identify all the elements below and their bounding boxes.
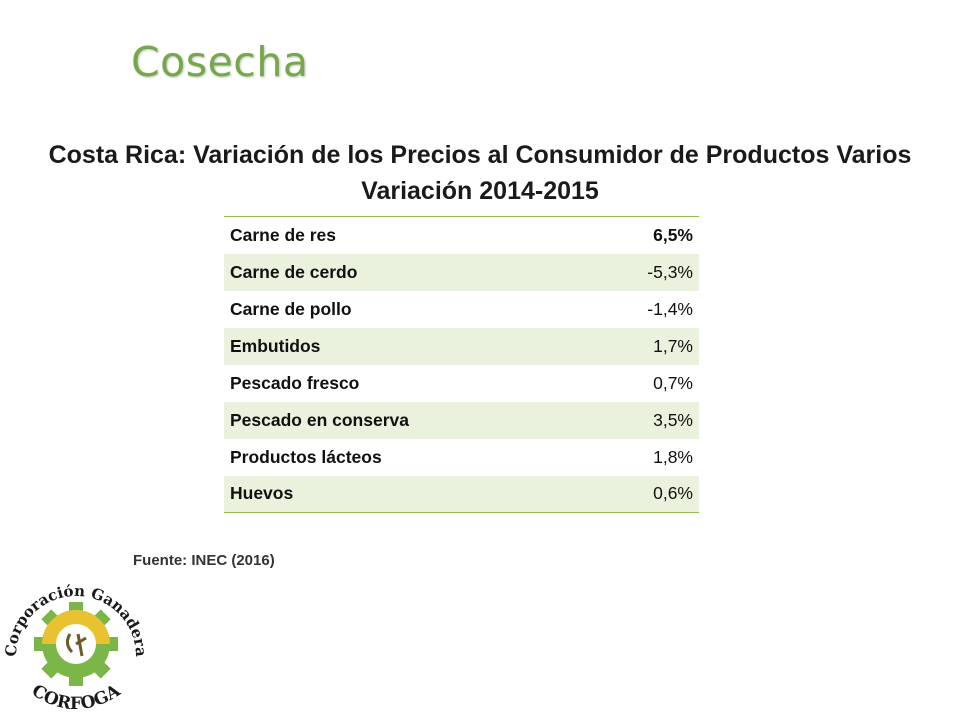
product-name: Productos lácteos xyxy=(230,446,382,467)
variation-value: 3,5% xyxy=(588,401,699,439)
variation-value: -1,4% xyxy=(647,298,693,319)
variation-value: 6,5% xyxy=(653,224,693,245)
source-note: Fuente: INEC (2016) xyxy=(133,552,275,569)
corfoga-gear-logo-icon: Corporación Ganadera CORFOGA xyxy=(2,582,150,714)
variation-value: 1,8% xyxy=(653,446,693,467)
product-name: Carne de res xyxy=(230,224,337,245)
product-name: Pescado fresco xyxy=(230,372,360,393)
table-title-line-1: Costa Rica: Variación de los Precios al … xyxy=(48,141,912,169)
table-row: Pescado en conserva 3,5% xyxy=(224,401,699,439)
variation-value: 1,7% xyxy=(588,327,699,365)
corfoga-logo: Corporación Ganadera CORFOGA xyxy=(2,578,152,725)
table-row: Carne de res 6,5% xyxy=(224,217,699,254)
variation-value: -5,3% xyxy=(588,253,699,291)
product-name: Carne de pollo xyxy=(230,298,352,319)
product-name: Huevos xyxy=(224,475,589,513)
product-name: Embutidos xyxy=(224,327,589,365)
table-title: Costa Rica: Variación de los Precios al … xyxy=(0,137,960,209)
table-row: Carne de pollo -1,4% xyxy=(224,291,699,328)
table-row: Carne de cerdo -5,3% xyxy=(224,253,699,291)
product-name: Pescado en conserva xyxy=(224,401,589,439)
variation-value: 0,6% xyxy=(588,475,699,513)
slide-title: Cosecha xyxy=(131,38,309,86)
price-variation-table: Carne de res 6,5% Carne de cerdo -5,3% C… xyxy=(224,216,699,513)
table-row: Huevos 0,6% xyxy=(224,475,699,513)
table-row: Pescado fresco 0,7% xyxy=(224,365,699,402)
table-title-line-2: Variación 2014-2015 xyxy=(361,177,599,205)
table-row: Productos lácteos 1,8% xyxy=(224,439,699,476)
table-row: Embutidos 1,7% xyxy=(224,327,699,365)
variation-value: 0,7% xyxy=(653,372,693,393)
product-name: Carne de cerdo xyxy=(224,253,589,291)
